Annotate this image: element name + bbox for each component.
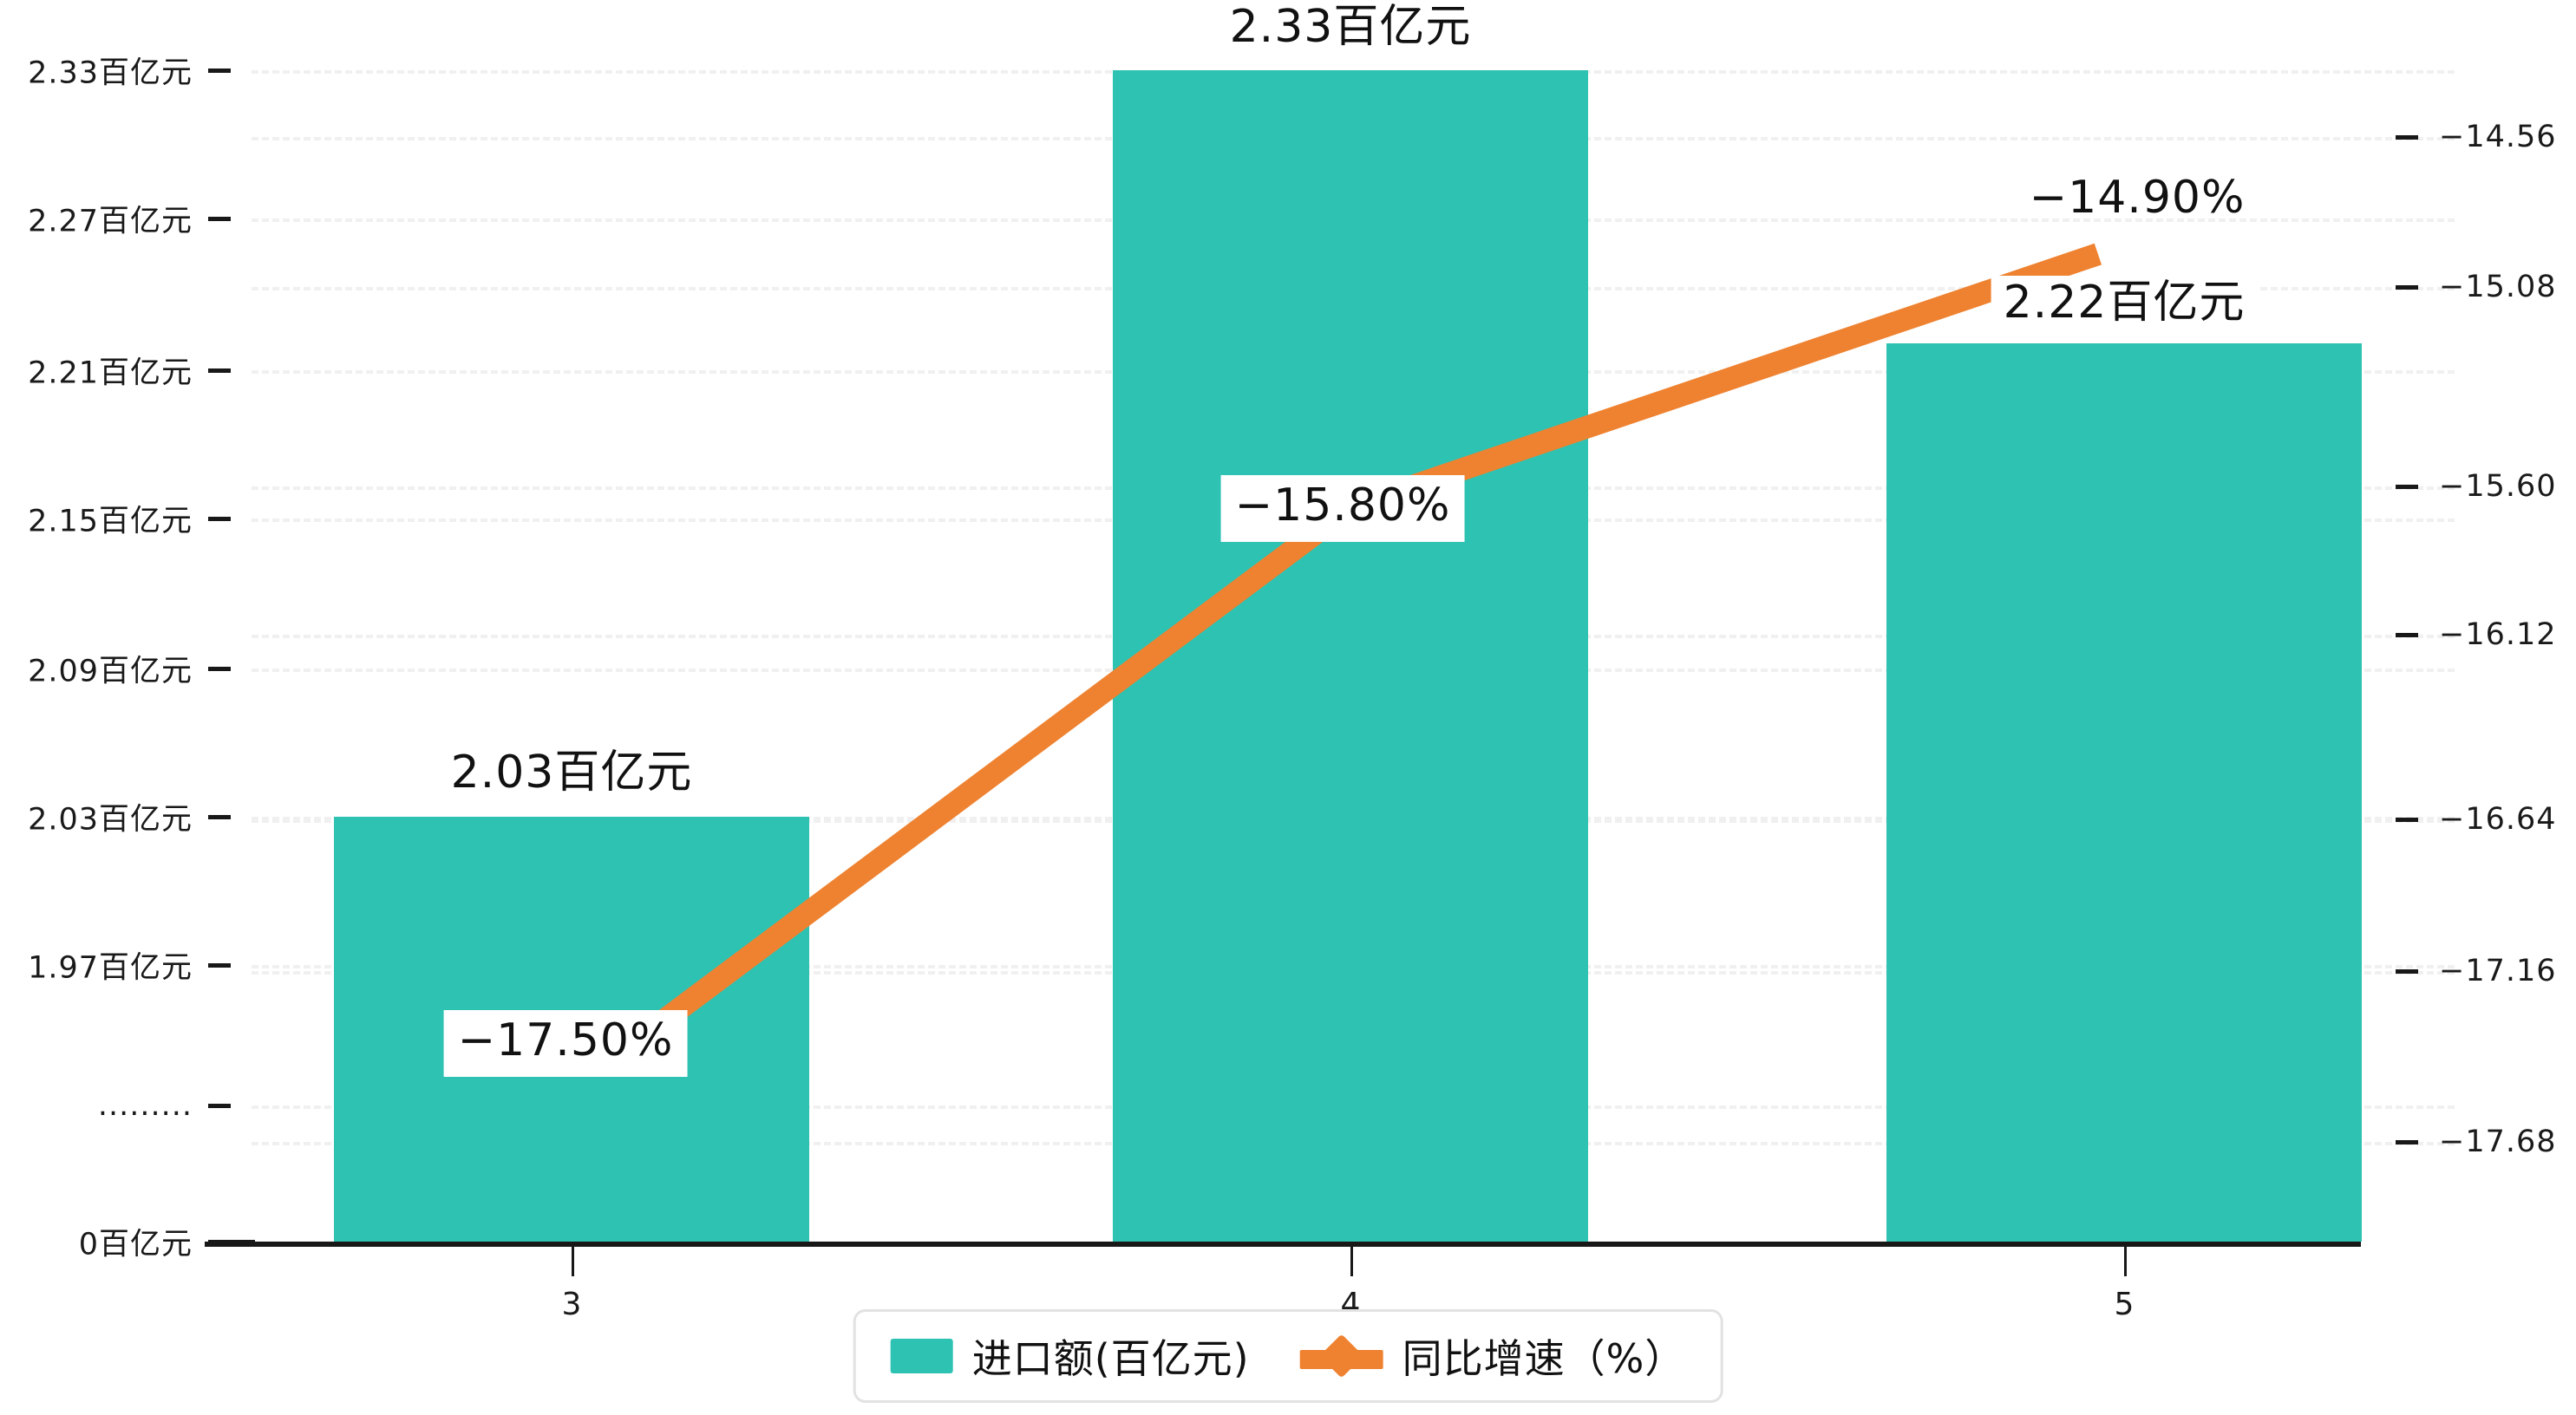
y-axis-right-tick-label: −15.08 [2439,270,2557,304]
bar-data-label: 2.22百亿元 [1991,276,2258,336]
y-axis-right-tick-label: −16.64 [2439,802,2557,837]
y-axis-right-tick-label: −14.56 [2439,120,2557,154]
y-axis-right-tick-mark [2396,285,2418,290]
bar-data-label: 2.03百亿元 [438,746,705,805]
y-axis-left-tick-mark [208,217,231,221]
y-axis-left-tick-label: 2.27百亿元 [28,204,193,239]
y-axis-left-tick-label: 2.03百亿元 [28,802,193,838]
y-axis-left-tick-mark [208,667,231,671]
legend-line-swatch-icon [1299,1333,1383,1379]
y-axis-left-tick-mark [208,1104,231,1108]
line-data-label: −14.90% [2029,172,2246,224]
y-axis-right-tick-label: −15.60 [2439,469,2557,504]
legend-item-2[interactable]: 同比增速（%） [1299,1327,1686,1385]
y-axis-right-tick-mark [2396,1140,2418,1144]
y-axis-left-tick-label: 0百亿元 [78,1227,193,1262]
y-axis-left-tick-label: 1.97百亿元 [28,950,193,986]
x-axis-line [205,1242,2361,1247]
y-axis-left-tick-label: 2.09百亿元 [28,654,193,689]
x-axis-tick-label-3: 3 [561,1287,582,1322]
legend-item-1[interactable]: 进口额(百亿元) [890,1327,1250,1385]
x-axis-tick-label-5: 5 [2114,1287,2135,1322]
bar-5[interactable] [1886,343,2362,1242]
line-data-label: −17.50% [443,1010,688,1077]
chart-legend: 进口额(百亿元) 同比增速（%） [853,1309,1723,1403]
y-axis-left-tick-label: ......... [97,1088,193,1123]
bar-4[interactable] [1113,70,1588,1242]
y-axis-left-tick-label: 2.21百亿元 [28,355,193,391]
legend-label: 进口额(百亿元) [971,1335,1250,1382]
y-axis-right-tick-mark [2396,135,2418,140]
y-axis-right-tick-mark [2396,633,2418,637]
y-axis-left-tick-mark [208,368,231,373]
y-axis-right-tick-mark [2396,969,2418,974]
legend-label: 同比增速（%） [1402,1335,1686,1382]
y-axis-left-tick-label: 2.33百亿元 [28,55,193,91]
y-axis-left-tick-mark [208,517,231,521]
y-axis-left-tick-label: 2.15百亿元 [28,504,193,539]
y-axis-right-tick-mark [2396,818,2418,822]
y-axis-left-tick-mark [208,963,231,968]
y-axis-right-tick-mark [2396,485,2418,489]
bar-data-label: 2.33百亿元 [1217,0,1484,60]
x-axis-tick-mark [1350,1247,1353,1276]
legend-bar-swatch-icon [890,1339,953,1373]
legend-diamond-marker-icon [1319,1333,1364,1379]
x-axis-tick-mark [2124,1247,2127,1276]
y-axis-right-tick-label: −17.68 [2439,1125,2557,1159]
x-axis-tick-mark [572,1247,574,1276]
line-data-label: −15.80% [1220,475,1465,542]
y-axis-right-tick-label: −16.12 [2439,617,2557,652]
y-axis-left-tick-mark [208,815,231,819]
y-axis-right-tick-label: −17.16 [2439,954,2557,988]
y-axis-left-tick-mark [208,68,231,73]
